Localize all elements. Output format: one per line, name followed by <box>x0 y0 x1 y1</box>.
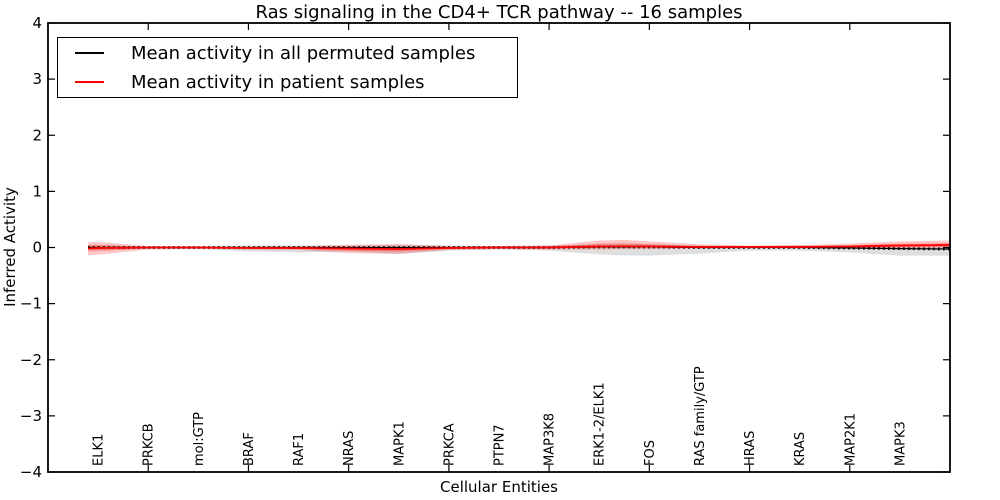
x-entity-label: ERK1-2/ELK1 <box>593 382 608 466</box>
x-entity-label: MAP3K8 <box>543 413 558 466</box>
x-entity-label: BRAF <box>242 432 257 466</box>
x-entity-label: RAS family/GTP <box>693 366 708 466</box>
y-tick-label: 3 <box>32 70 42 88</box>
x-entity-label: PRKCA <box>442 423 457 466</box>
y-tick-label: −1 <box>20 295 42 313</box>
y-tick-label: 2 <box>32 126 42 144</box>
x-entity-label: NRAS <box>342 431 357 466</box>
y-tick-label: −4 <box>20 463 42 481</box>
x-entity-label: RAF1 <box>292 433 307 466</box>
y-tick-label: 1 <box>32 182 42 200</box>
x-entity-label: MAPK1 <box>392 421 407 466</box>
x-entity-label: FOS <box>643 440 658 466</box>
y-tick-label: −3 <box>20 407 42 425</box>
patient-line-swatch <box>75 81 104 83</box>
x-entity-label: KRAS <box>793 432 808 466</box>
legend-label-patient: Mean activity in patient samples <box>131 71 425 93</box>
x-entity-label: MAP2K1 <box>843 413 858 466</box>
legend-item-permuted: Mean activity in all permuted samples <box>58 39 517 68</box>
permuted-line-swatch <box>75 52 104 54</box>
y-tick-label: 0 <box>32 239 42 257</box>
x-axis-label: Cellular Entities <box>440 478 558 496</box>
legend-item-patient: Mean activity in patient samples <box>58 68 517 97</box>
y-tick-label: 4 <box>32 14 42 32</box>
x-entity-label: MAPK3 <box>893 421 908 466</box>
patient-mean-line <box>88 244 951 250</box>
x-entity-label: mol:GTP <box>192 412 207 466</box>
x-entity-label: ELK1 <box>92 434 107 466</box>
y-tick-label: −2 <box>20 351 42 369</box>
x-entity-label: PTPN7 <box>493 424 508 466</box>
legend-label-permuted: Mean activity in all permuted samples <box>131 42 476 64</box>
chart-title: Ras signaling in the CD4+ TCR pathway --… <box>255 2 743 23</box>
x-entity-label: HRAS <box>743 431 758 466</box>
y-axis-label: Inferred Activity <box>1 187 19 307</box>
x-entity-label: PRKCB <box>142 423 157 466</box>
legend: Mean activity in all permuted samples Me… <box>57 37 518 98</box>
